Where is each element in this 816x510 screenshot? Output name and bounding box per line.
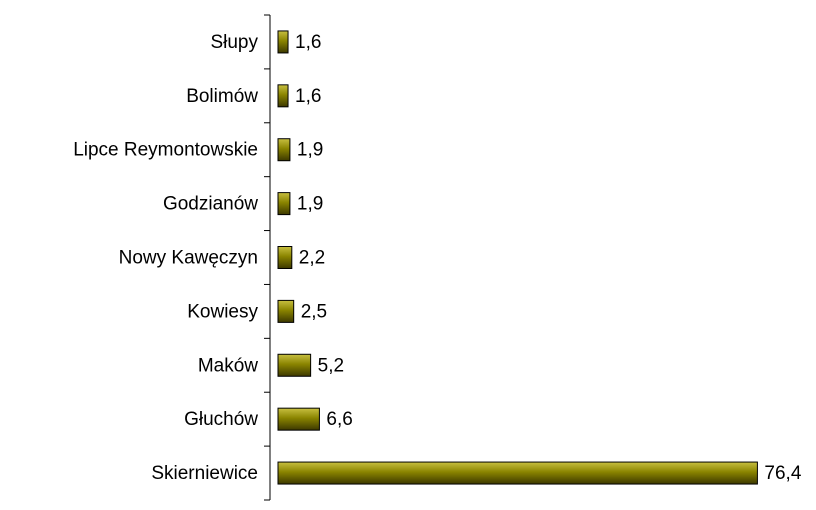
y-tick-label: Skierniewice [151,463,258,484]
bar [277,192,291,216]
value-label: 1,6 [295,32,321,53]
bar [277,246,293,269]
value-label: 2,2 [299,248,325,269]
bar [277,407,320,431]
bar [277,138,291,162]
y-tick-label: Głuchów [184,409,258,430]
value-label: 76,4 [764,463,801,484]
y-tick-label: Nowy Kawęczyn [119,248,258,269]
bar [277,30,289,54]
bar [277,353,312,377]
y-tick-label: Godzianów [163,194,258,215]
value-label: 2,5 [301,301,327,322]
bar [277,461,758,485]
value-label: 1,9 [297,140,323,161]
value-label: 1,9 [297,194,323,215]
bar [277,84,289,108]
y-tick-label: Maków [198,355,258,376]
value-label: 1,6 [295,86,321,107]
value-label: 6,6 [326,409,352,430]
y-tick-label: Słupy [210,32,258,53]
y-tick-label: Bolimów [186,86,258,107]
value-label: 5,2 [318,355,344,376]
y-tick-label: Lipce Reymontowskie [73,140,258,161]
y-tick-label: Kowiesy [187,301,258,322]
bar [277,299,295,323]
